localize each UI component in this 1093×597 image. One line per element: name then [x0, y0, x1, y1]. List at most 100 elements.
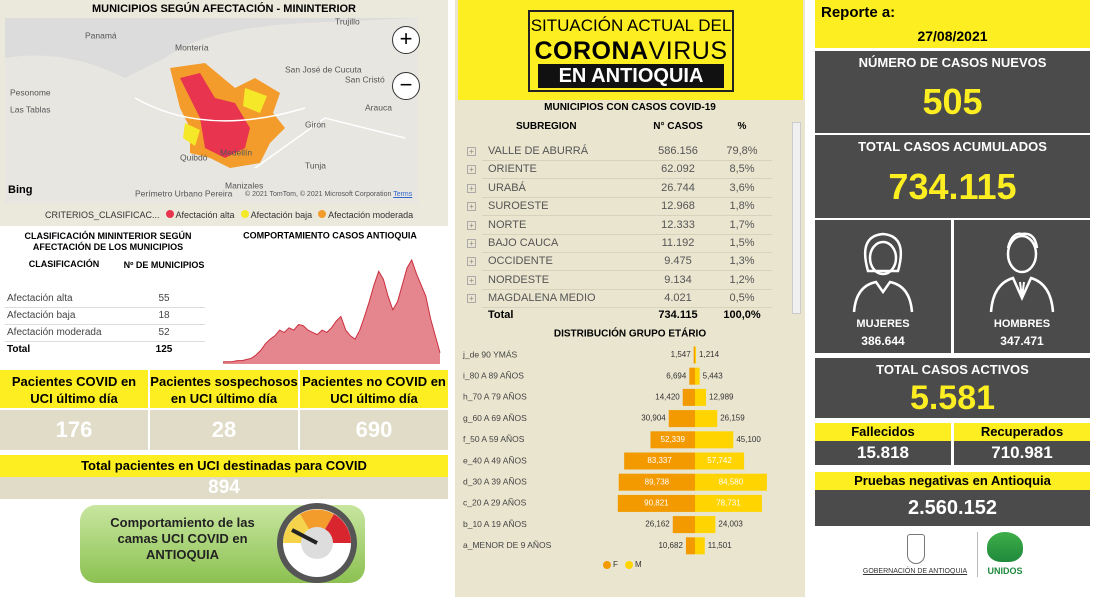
table-header: CLASIFICACIÓN: [28, 259, 100, 269]
map[interactable]: Panamá Montería Trujillo San José de Cucuta…: [5, 18, 418, 204]
category-label: d_30 A 39 AÑOS: [463, 476, 527, 486]
map-label: Manizales: [225, 180, 263, 190]
expand-button[interactable]: +: [467, 183, 476, 193]
expand-button[interactable]: +: [467, 165, 476, 175]
expand-button[interactable]: +: [467, 239, 476, 248]
gender-value: 386.644: [861, 334, 905, 348]
expand-button[interactable]: +: [467, 294, 476, 304]
expand-button[interactable]: +: [467, 220, 476, 230]
value-label: 12,989: [709, 393, 734, 402]
terms-link[interactable]: Terms: [393, 191, 413, 198]
table-cell: 586.156: [658, 145, 698, 157]
table-cell: 8,5%: [729, 163, 755, 176]
table-total: 734.115: [658, 308, 698, 321]
pyramid-title: DISTRIBUCIÓN GRUPO ETÁRIO: [554, 327, 706, 340]
logo-gov: GOBERNACIÓN DE ANTIOQUIA: [862, 568, 968, 575]
legend-label: F: [613, 560, 618, 569]
expand-button[interactable]: +: [467, 257, 476, 267]
category-label: i_80 A 89 AÑOS: [463, 370, 524, 380]
zoom-in-button[interactable]: +: [392, 26, 420, 54]
scrollbar[interactable]: [792, 122, 801, 314]
table-cell: 55: [158, 293, 170, 304]
map-label: Trujillo: [335, 18, 360, 26]
report-date: 27/08/2021: [815, 25, 1090, 48]
category-label: h_70 A 79 AÑOS: [463, 392, 527, 402]
category-label: g_60 A 69 AÑOS: [463, 413, 527, 423]
table-cell: 1,2%: [729, 273, 755, 286]
table-total: 100,0%: [723, 308, 761, 321]
table-cell: NORDESTE: [488, 273, 550, 286]
bar: [695, 367, 700, 385]
table-rule: [5, 324, 205, 325]
table-total: Total: [488, 308, 514, 321]
legend-label[interactable]: Afectación moderada: [328, 210, 414, 220]
value-label: 26,159: [720, 414, 745, 423]
report-label: Reporte a:: [815, 0, 1090, 25]
women-icon: [852, 232, 914, 313]
logo-unidos: UNIDOS: [987, 566, 1023, 576]
table-cell: 4.021: [664, 292, 692, 305]
table-rule: [5, 341, 205, 342]
table-rule: [482, 307, 772, 309]
bar: [693, 346, 695, 364]
legend-label[interactable]: Afectación baja: [250, 210, 313, 220]
table-header: Nº DE MUNICIPIOS: [123, 260, 205, 270]
map-label: Pesonome: [10, 87, 51, 97]
area-title: COMPORTAMIENTO CASOS ANTIOQUIA: [243, 230, 417, 240]
legend-label[interactable]: Afectación alta: [175, 210, 235, 220]
subregions-table: SUBREGION N° CASOS% + VALLE DE ABURRÁ 586.15…: [462, 118, 772, 323]
map-attribution: © 2021 TomTom, © 2021 Microsoft Corporat…: [245, 191, 412, 198]
expand-button[interactable]: +: [467, 147, 476, 156]
kpi-label: TOTAL CASOS ACTIVOS: [876, 362, 1029, 377]
value-label: 89,738: [645, 477, 670, 486]
table-cell: VALLE DE ABURRÁ: [488, 145, 589, 157]
bar: [695, 537, 705, 555]
category-label: b_10 A 19 AÑOS: [463, 519, 527, 529]
category-label: f_50 A 59 AÑOS: [463, 434, 525, 444]
stat-value: 2.560.152: [815, 490, 1090, 526]
table-cell: 3,6%: [729, 181, 755, 194]
legend-title: CRITERIOS_CLASIFICAC...: [45, 210, 160, 220]
table-cell: 1,3%: [729, 255, 755, 268]
uci-card-label: Pacientes sospechosos en UCI último día: [150, 370, 298, 408]
header-line1: SITUACIÓN ACTUAL DEL: [530, 16, 732, 35]
header-line2: CORONAVIRUS: [528, 37, 734, 66]
uci-card-value: 690: [300, 410, 448, 450]
table-rule: [482, 215, 772, 217]
table-cell: 9.475: [664, 255, 692, 268]
value-label: 10,682: [658, 541, 683, 550]
stat-value: 15.818: [815, 441, 951, 465]
bar: [617, 494, 695, 512]
table-cell: Afectación alta: [7, 293, 73, 304]
table-cell: 26.744: [661, 181, 695, 194]
table-cell: Afectación moderada: [7, 327, 102, 338]
kpi-box: [815, 358, 1090, 418]
table-cell: URABÁ: [488, 181, 526, 194]
area-line: [223, 258, 441, 363]
bar: [695, 431, 734, 449]
value-label: 6,694: [666, 371, 687, 380]
table-header: SUBREGION: [516, 121, 577, 132]
expand-button[interactable]: +: [467, 275, 476, 285]
expand-button[interactable]: +: [467, 202, 476, 212]
table-cell: NORTE: [488, 218, 527, 231]
legend-dot: [318, 210, 327, 218]
classification-table: CLASIFICACIÓN Nº DE MUNICIPIOS Afectación …: [5, 257, 205, 357]
table-cell: ORIENTE: [488, 163, 537, 176]
value-label: 1,214: [699, 350, 720, 359]
category-label: a_MENOR DE 9 AÑOS: [463, 540, 552, 550]
map-label: Las Tablas: [10, 104, 50, 114]
bar: [695, 388, 707, 406]
gauge-icon: [277, 503, 357, 583]
map-label: San Cristó: [345, 74, 385, 84]
uci-card-label: Pacientes no COVID en UCI último día: [300, 370, 448, 408]
table-total: 125: [155, 344, 173, 355]
bar: [672, 516, 695, 534]
legend-marker: [603, 561, 611, 569]
table-cell: 18: [158, 310, 170, 321]
table-cell: 1,8%: [729, 200, 755, 213]
antioquia-low: [183, 88, 267, 146]
zoom-out-button[interactable]: −: [392, 72, 420, 100]
map-label: Quibdó: [180, 152, 208, 162]
